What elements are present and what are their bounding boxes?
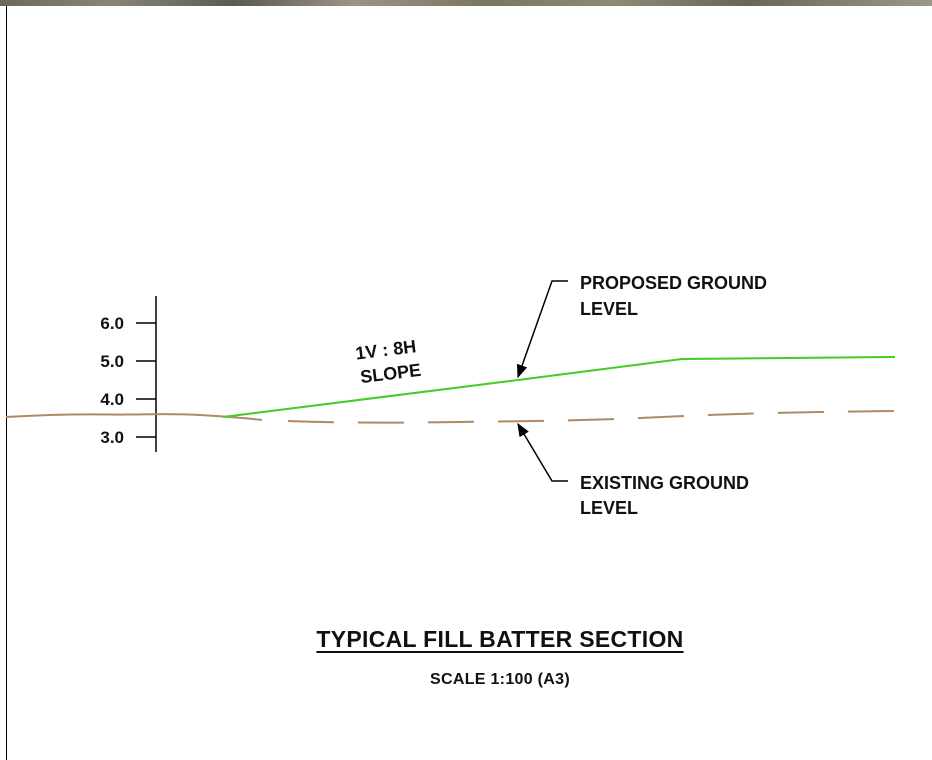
aerial-photo-strip	[0, 0, 932, 6]
proposed-ground-label-line1: PROPOSED GROUND	[580, 273, 767, 293]
existing-ground-label-line2: LEVEL	[580, 498, 638, 518]
level-tick-label-1: 5.0	[100, 352, 124, 371]
proposed-ground-line	[222, 356, 896, 418]
proposed-ground-label-line2: LEVEL	[580, 299, 638, 319]
drawing-scale-note: SCALE 1:100 (A3)	[430, 671, 570, 688]
slope-label-word: SLOPE	[359, 360, 422, 387]
level-tick-label-0: 6.0	[100, 314, 124, 333]
level-tick-label-2: 4.0	[100, 390, 124, 409]
level-scale-ticks: 6.0 5.0 4.0 3.0	[100, 314, 156, 447]
existing-ground-line-dashed	[287, 410, 896, 424]
slope-label-ratio: 1V : 8H	[354, 336, 417, 363]
drawing-title: TYPICAL FILL BATTER SECTION	[316, 626, 684, 652]
existing-ground-leader-arrow	[517, 422, 568, 482]
level-tick-label-3: 3.0	[100, 428, 124, 447]
existing-ground-label-line1: EXISTING GROUND	[580, 473, 749, 493]
proposed-ground-leader-arrow	[516, 280, 568, 379]
slope-label: 1V : 8H SLOPE	[354, 336, 422, 387]
drawing-frame-border	[6, 6, 7, 760]
